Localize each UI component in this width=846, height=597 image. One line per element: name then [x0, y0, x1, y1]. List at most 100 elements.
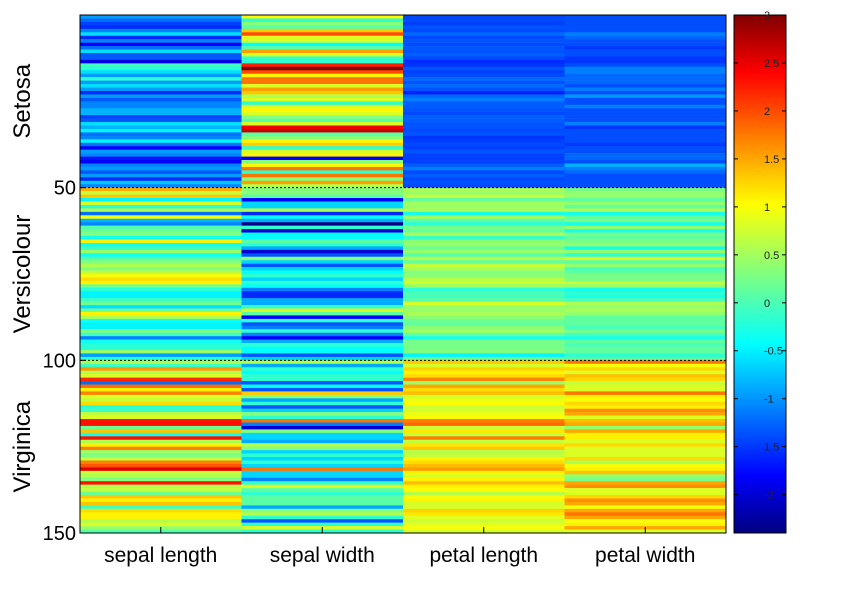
heatmap-cell: [403, 356, 565, 361]
heatmap-cell: [80, 39, 242, 43]
heatmap-cell: [403, 463, 565, 468]
heatmap-cell: [241, 419, 403, 423]
heatmap-cell: [403, 142, 565, 147]
heatmap-cell: [403, 470, 565, 475]
heatmap-cell: [564, 463, 726, 468]
heatmap-cell: [564, 249, 726, 254]
heatmap-cell: [564, 408, 726, 413]
heatmap-cell: [241, 349, 403, 354]
heatmap-cell: [241, 291, 403, 295]
heatmap-cell: [241, 294, 403, 299]
heatmap-cell: [564, 160, 726, 164]
heatmap-cell: [403, 446, 565, 451]
heatmap-cell: [403, 336, 565, 340]
heatmap-cell: [241, 132, 403, 137]
heatmap-cell: [564, 401, 726, 406]
heatmap-cell: [403, 177, 565, 182]
heatmap-cell: [80, 443, 242, 447]
heatmap-cell: [80, 115, 242, 119]
heatmap-cell: [80, 198, 242, 202]
heatmap-cell: [80, 90, 242, 95]
heatmap-cell: [564, 356, 726, 361]
heatmap-cell: [80, 322, 242, 327]
colorbar-tick-label: 1.5: [764, 442, 779, 454]
heatmap-cell: [564, 229, 726, 233]
y-tick-label: 150: [43, 523, 76, 545]
heatmap-cell: [80, 125, 242, 130]
heatmap-cell: [241, 277, 403, 282]
heatmap-cell: [80, 249, 242, 254]
heatmap-cell: [403, 222, 565, 226]
heatmap-cell: [564, 173, 726, 178]
heatmap-cell: [241, 49, 403, 54]
heatmap-cell: [564, 488, 726, 492]
heatmap-cell: [80, 463, 242, 468]
heatmap-cell: [564, 63, 726, 68]
heatmap-cell: [241, 453, 403, 458]
heatmap-cell: [241, 488, 403, 492]
heatmap-cell: [80, 32, 242, 36]
heatmap-cell: [80, 522, 242, 527]
heatmap-cell: [241, 184, 403, 188]
heatmap-cell: [564, 318, 726, 323]
heatmap-cell: [564, 432, 726, 437]
heatmap-cell: [241, 73, 403, 78]
heatmap-cell: [403, 343, 565, 347]
heatmap-cell: [241, 160, 403, 164]
heatmap-cell: [80, 232, 242, 237]
heatmap-cell: [564, 101, 726, 106]
heatmap-cell: [80, 153, 242, 157]
heatmap-cell: [80, 18, 242, 23]
heatmap-cell: [403, 367, 565, 371]
heatmap-cell: [80, 381, 242, 385]
heatmap-cell: [564, 142, 726, 147]
heatmap-cell: [241, 422, 403, 427]
heatmap-cell: [80, 363, 242, 368]
heatmap-cell: [80, 495, 242, 499]
heatmap-cell: [564, 343, 726, 347]
heatmap-cell: [241, 515, 403, 520]
heatmap-cell: [403, 49, 565, 54]
heatmap-cell: [80, 425, 242, 430]
heatmap-cell: [564, 460, 726, 465]
heatmap-cell: [403, 101, 565, 106]
heatmap-cell: [241, 308, 403, 313]
colorbar-tick-label: 1: [764, 202, 770, 214]
heatmap-cell: [564, 222, 726, 226]
heatmap-cell: [80, 287, 242, 292]
heatmap-cell: [80, 70, 242, 74]
x-axis-ticks: sepal length sepal width petal length petal…: [104, 527, 695, 567]
heatmap-cell: [241, 15, 403, 19]
heatmap-cell: [403, 474, 565, 478]
heatmap-cell: [80, 457, 242, 461]
heatmap-cell: [241, 322, 403, 327]
heatmap-cell: [403, 28, 565, 33]
heatmap-cell: [241, 415, 403, 420]
heatmap-cell: [403, 15, 565, 19]
heatmap-cell: [564, 263, 726, 268]
heatmap-cell: [241, 139, 403, 144]
heatmap-cell: [564, 15, 726, 19]
heatmap-cell: [403, 180, 565, 185]
heatmap-cell: [80, 291, 242, 295]
heatmap-cell: [80, 118, 242, 123]
heatmap-cell: [564, 87, 726, 92]
heatmap-cell: [564, 470, 726, 475]
heatmap-cell: [80, 467, 242, 472]
heatmap-cell: [80, 332, 242, 337]
heatmap-cell: [241, 66, 403, 71]
heatmap-cell: [564, 308, 726, 313]
heatmap-cell: [80, 349, 242, 354]
heatmap-cell: [564, 515, 726, 520]
heatmap-cell: [564, 52, 726, 57]
heatmap-cell: [403, 122, 565, 126]
heatmap-cell: [80, 280, 242, 285]
heatmap-cell: [564, 332, 726, 337]
heatmap-cell: [403, 73, 565, 78]
heatmap-cell: [241, 446, 403, 451]
x-tick-label: petal width: [595, 544, 695, 567]
heatmap-cell: [241, 363, 403, 368]
heatmap-cell: [80, 163, 242, 168]
heatmap-cell: [80, 325, 242, 330]
heatmap-cell: [241, 505, 403, 510]
